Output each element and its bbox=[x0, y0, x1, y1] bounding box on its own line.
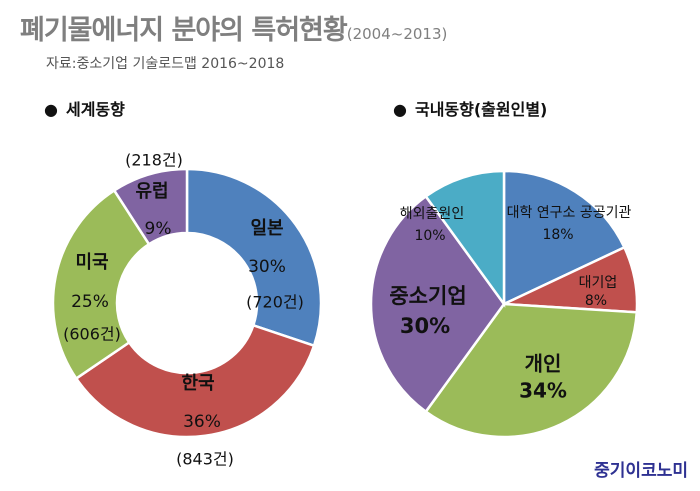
slice-label-label: 개인 bbox=[525, 352, 562, 376]
slice-label-label: 미국 bbox=[75, 252, 108, 273]
slice-percent-label: 18% bbox=[542, 227, 573, 243]
title-period: (2004~2013) bbox=[346, 25, 448, 43]
chart-title: 폐기물에너지 분야의 특허현황(2004~2013) bbox=[20, 8, 447, 47]
source-note: 자료:중소기업 기술로드맵 2016~2018 bbox=[46, 56, 285, 72]
pie-slice bbox=[369, 194, 506, 414]
slice-percent-label: 10% bbox=[414, 228, 445, 244]
title-main: 폐기물에너지 분야의 특허현황 bbox=[20, 15, 348, 46]
slice-percent-label: 30% bbox=[248, 257, 286, 277]
domestic-section-label: 국내동향(출원인별) bbox=[414, 100, 548, 119]
pie-slice bbox=[502, 169, 627, 306]
slice-label-label: 일본 bbox=[250, 218, 283, 239]
bullet-icon: ● bbox=[44, 100, 58, 119]
bullet-icon: ● bbox=[393, 100, 407, 119]
slice-percent-label: 30% bbox=[400, 314, 450, 338]
slice-label-label: 한국 bbox=[181, 373, 214, 394]
slice-label-label: 중소기업 bbox=[389, 284, 466, 308]
world-section-label: 세계동향 bbox=[65, 100, 125, 119]
slice-count-label: (843건) bbox=[176, 450, 234, 469]
slice-count-label: (218건) bbox=[125, 151, 183, 170]
brand-logo: 중기이코노미 bbox=[594, 461, 688, 481]
pie-slice bbox=[424, 169, 506, 308]
slice-label-label: 대학 연구소 공공기관 bbox=[507, 205, 632, 221]
slice-percent-label: 25% bbox=[71, 292, 109, 312]
pie-slice bbox=[185, 167, 323, 348]
pie-slice bbox=[112, 167, 189, 246]
slice-label-label: 유럽 bbox=[135, 181, 168, 202]
slice-percent-label: 8% bbox=[585, 293, 607, 309]
world-section-heading: ● 세계동향 bbox=[44, 96, 125, 120]
slice-label-label: 대기업 bbox=[579, 275, 618, 291]
pie-slice bbox=[51, 188, 151, 381]
pie-slice bbox=[74, 323, 316, 439]
slice-percent-label: 36% bbox=[183, 412, 221, 432]
slice-count-label: (606건) bbox=[63, 325, 121, 344]
slice-count-label: (720건) bbox=[246, 293, 304, 312]
slice-label-label: 해외출원인 bbox=[400, 206, 464, 222]
slice-percent-label: 9% bbox=[145, 219, 172, 239]
domestic-section-heading: ● 국내동향(출원인별) bbox=[393, 96, 547, 120]
slice-percent-label: 34% bbox=[519, 379, 567, 403]
pie-slice bbox=[424, 302, 639, 439]
